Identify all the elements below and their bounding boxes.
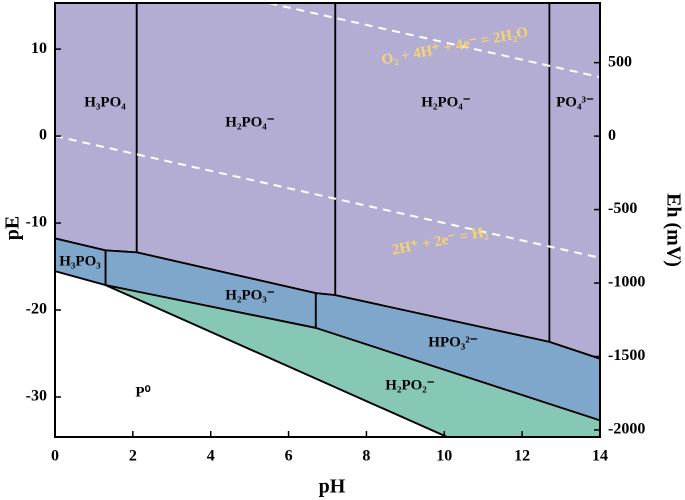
region-label: P⁰: [135, 384, 150, 400]
y-axis-label: pE: [2, 216, 24, 240]
y2-tick-label: -2000: [608, 421, 645, 438]
x-tick-label: 4: [207, 448, 215, 465]
phase-region: [55, 3, 138, 254]
x-tick-label: 2: [129, 448, 137, 465]
plot-area: [55, 3, 600, 437]
x-tick-label: 8: [362, 448, 370, 465]
region-label: HPO₃²⁻: [428, 334, 477, 350]
y-tick-label: -20: [26, 301, 47, 318]
y2-tick-label: 500: [608, 53, 632, 70]
y2-axis-label: Eh (mV): [662, 193, 684, 267]
region-label: H₃PO₃: [59, 253, 101, 269]
y-tick-label: -10: [26, 214, 47, 231]
x-tick-label: 14: [592, 448, 608, 465]
phase-region: [548, 3, 600, 360]
x-axis-label: pH: [319, 476, 346, 498]
region-label: H₃PO₄: [84, 94, 126, 110]
y2-tick-label: -500: [608, 200, 637, 217]
y-tick-label: -30: [26, 388, 47, 405]
region-label: PO₄³⁻: [556, 94, 594, 110]
y-tick-label: 0: [39, 127, 47, 144]
x-tick-label: 12: [514, 448, 530, 465]
region-label: H₂PO₂⁻: [385, 377, 434, 393]
y2-tick-label: -1500: [608, 347, 645, 364]
region-label: H₂PO₄⁻: [421, 94, 470, 110]
phase-region: [55, 270, 448, 437]
x-tick-label: 6: [285, 448, 293, 465]
x-tick-label: 0: [51, 448, 59, 465]
water-stability-line: [268, 3, 600, 79]
water-stability-line: [55, 135, 600, 259]
y-tick-label: 10: [31, 40, 47, 57]
plot-frame: [54, 2, 601, 438]
x-tick-label: 10: [436, 448, 452, 465]
phase-region: [135, 3, 337, 297]
region-label: H₂PO₄⁻: [225, 114, 274, 130]
y2-tick-label: -1000: [608, 274, 645, 291]
region-label: H₂PO₃⁻: [225, 287, 274, 303]
y2-tick-label: 0: [608, 127, 616, 144]
